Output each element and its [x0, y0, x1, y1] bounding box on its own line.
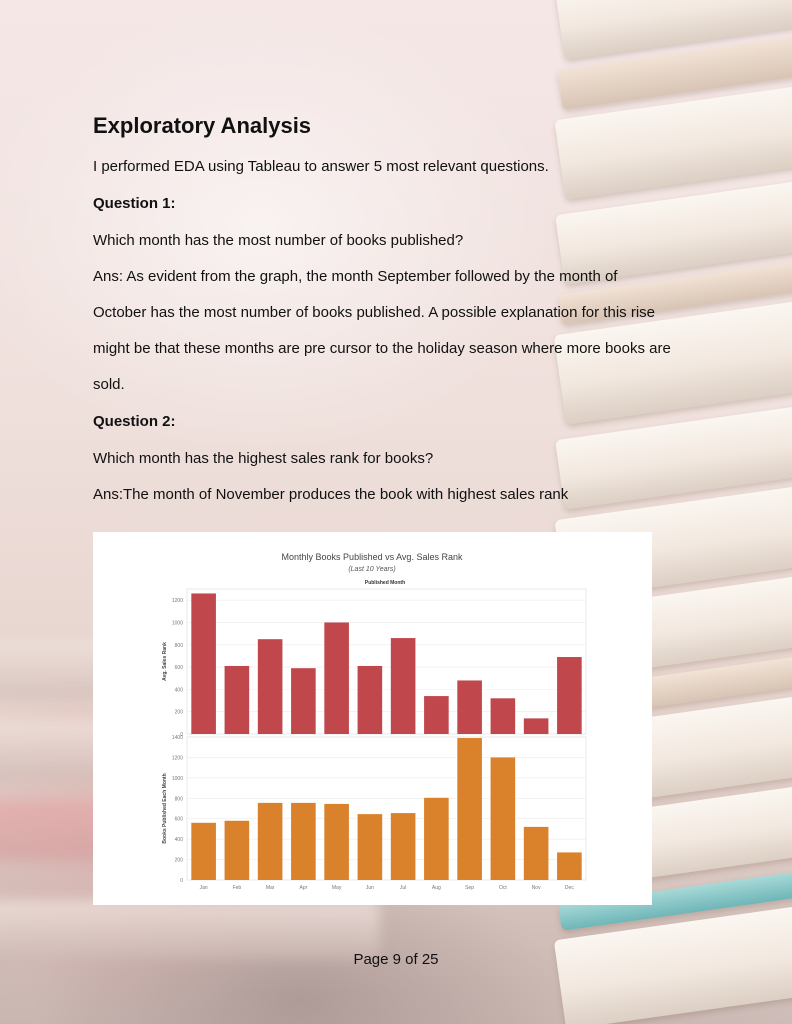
y-tick-label: 200 [175, 858, 184, 864]
answer-1-line-2: October has the most number of books pub… [93, 304, 655, 321]
x-tick-label: Apr [299, 885, 307, 891]
chart-figure: Monthly Books Published vs Avg. Sales Ra… [93, 532, 652, 905]
bar-jul-1 [390, 638, 416, 734]
bar-nov-1 [523, 718, 549, 734]
intro-text: I performed EDA using Tableau to answer … [93, 158, 549, 175]
bar-jan-2 [191, 822, 216, 880]
x-tick-label: Mar [266, 885, 275, 891]
question-2-label: Question 2: [93, 413, 176, 430]
x-tick-label: Sep [465, 885, 474, 891]
question-1-text: Which month has the most number of books… [93, 232, 464, 249]
x-tick-label: Feb [233, 885, 242, 891]
chart-title: Monthly Books Published vs Avg. Sales Ra… [282, 552, 463, 562]
y-tick-label: 600 [175, 665, 184, 671]
bar-dec-2 [557, 852, 582, 880]
y-tick-label: 0 [180, 878, 183, 884]
answer-1-line-4: sold. [93, 376, 125, 393]
y-tick-label: 200 [175, 710, 184, 716]
bar-mar-2 [257, 802, 283, 880]
bar-feb-1 [224, 665, 250, 734]
bar-may-2 [324, 803, 349, 880]
x-tick-label: Nov [532, 885, 541, 891]
bar-apr-1 [291, 668, 316, 734]
monthly-books-chart: Monthly Books Published vs Avg. Sales Ra… [162, 552, 587, 891]
answer-2-text: Ans:The month of November produces the b… [93, 486, 569, 503]
bar-aug-1 [424, 696, 449, 734]
page-footer: Page 9 of 25 [353, 951, 439, 968]
bar-jun-1 [357, 665, 383, 734]
bar-may-1 [324, 622, 349, 734]
y-tick-label: 1000 [172, 620, 183, 626]
x-tick-label: Aug [432, 885, 441, 891]
bar-jun-2 [357, 814, 383, 880]
bar-oct-2 [490, 757, 516, 880]
bar-aug-2 [424, 797, 449, 880]
bar-apr-2 [291, 802, 316, 880]
bar-jan-1 [191, 593, 216, 734]
y-tick-label: 0 [180, 732, 183, 738]
answer-1-line-3: might be that these months are pre curso… [93, 340, 671, 357]
x-tick-label: Oct [499, 885, 507, 891]
y-tick-label: 1200 [172, 755, 183, 761]
y-tick-label: 400 [175, 837, 184, 843]
answer-1-line-1: Ans: As evident from the graph, the mont… [93, 268, 618, 285]
chart-column-header: Published Month [365, 580, 405, 586]
bar-feb-2 [224, 820, 250, 880]
question-1-label: Question 1: [93, 195, 176, 212]
y-tick-label: 800 [175, 643, 184, 649]
y-tick-label: 800 [175, 796, 184, 802]
x-tick-label: May [332, 885, 342, 891]
question-2-text: Which month has the highest sales rank f… [93, 450, 434, 467]
page-heading: Exploratory Analysis [93, 113, 312, 138]
x-tick-label: Jun [366, 885, 374, 891]
x-tick-label: Jan [200, 885, 208, 891]
bar-oct-1 [490, 698, 516, 734]
bar-jul-2 [390, 813, 416, 880]
bar-sep-1 [457, 680, 482, 734]
y-axis-label: Books Published Each Month [162, 773, 168, 843]
bar-sep-2 [457, 738, 482, 880]
y-tick-label: 1000 [172, 776, 183, 782]
y-tick-label: 400 [175, 687, 184, 693]
bar-dec-1 [557, 657, 582, 734]
y-tick-label: 600 [175, 817, 184, 823]
y-axis-label: Avg. Sales Rank [162, 642, 168, 681]
bar-mar-1 [257, 639, 283, 734]
x-tick-label: Jul [400, 885, 406, 891]
x-tick-label: Dec [565, 885, 574, 891]
y-tick-label: 1400 [172, 735, 183, 741]
bar-nov-2 [523, 826, 549, 880]
y-tick-label: 1200 [172, 598, 183, 604]
chart-subtitle: (Last 10 Years) [348, 566, 395, 573]
